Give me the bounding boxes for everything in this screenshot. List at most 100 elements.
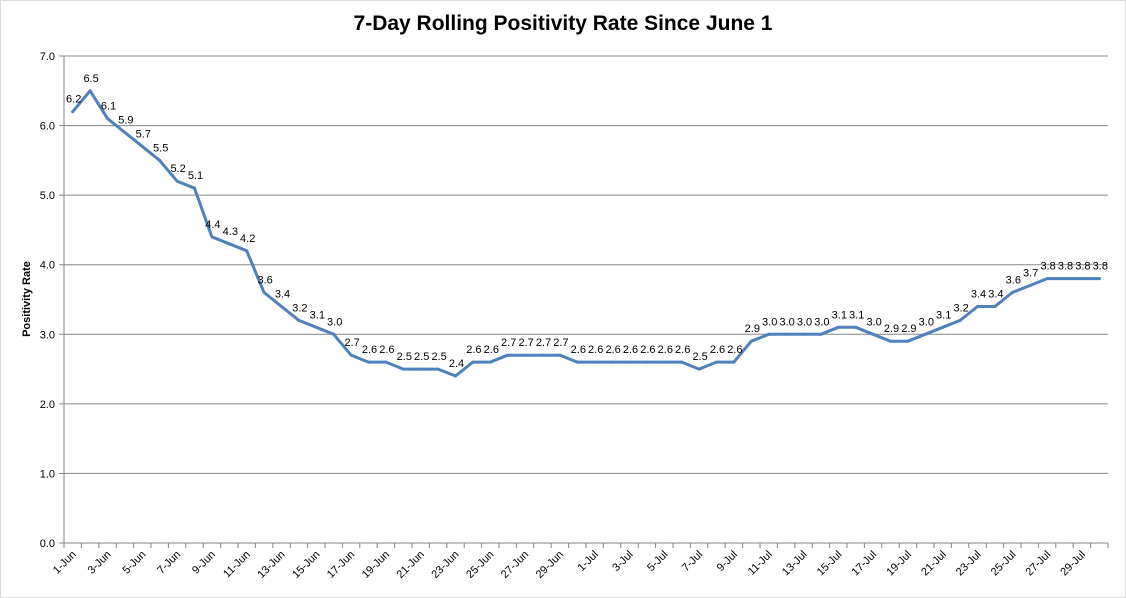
y-tick-label: 6.0 <box>40 121 55 133</box>
data-point <box>349 353 353 357</box>
data-label: 2.6 <box>605 344 620 356</box>
data-label: 2.6 <box>658 344 673 356</box>
data-point <box>923 332 927 336</box>
data-point <box>384 360 388 364</box>
data-label: 2.6 <box>588 344 603 356</box>
data-label: 2.7 <box>553 337 568 349</box>
data-point <box>140 144 144 148</box>
data-label: 5.7 <box>136 128 151 140</box>
data-point <box>506 353 510 357</box>
data-point <box>1097 277 1101 281</box>
x-tick-label: 17-Jul <box>850 549 880 579</box>
data-label: 4.4 <box>205 219 220 231</box>
data-point <box>575 360 579 364</box>
data-point <box>1063 277 1066 281</box>
data-label: 2.6 <box>640 344 655 356</box>
x-tick-label: 25-Jun <box>464 549 496 581</box>
data-label: 5.9 <box>118 115 133 127</box>
data-label: 2.7 <box>536 337 551 349</box>
data-point <box>767 332 771 336</box>
data-point <box>106 117 109 121</box>
data-label: 2.6 <box>484 344 499 356</box>
data-point <box>645 360 649 364</box>
data-label: 2.9 <box>901 323 916 335</box>
data-point <box>941 325 945 329</box>
x-tick-label: 13-Jun <box>255 549 287 581</box>
data-label: 5.2 <box>170 163 185 175</box>
data-point <box>123 131 127 135</box>
data-point <box>262 291 266 295</box>
data-label: 3.2 <box>953 302 968 314</box>
x-tick-label: 11-Jul <box>746 549 775 578</box>
data-label: 3.8 <box>1093 261 1108 273</box>
data-point <box>227 242 231 246</box>
x-tick-label: 27-Jul <box>1024 549 1054 579</box>
data-point <box>680 360 684 364</box>
data-point <box>245 249 249 253</box>
y-tick-label: 5.0 <box>40 190 55 202</box>
data-point <box>471 360 475 364</box>
data-point <box>175 179 179 183</box>
data-point <box>889 339 892 343</box>
y-tick-label: 2.0 <box>40 399 55 411</box>
data-label: 4.3 <box>223 226 238 238</box>
data-point <box>71 110 75 114</box>
series-polyline <box>71 89 1101 378</box>
data-point <box>958 318 962 322</box>
x-tick-label: 1-Jul <box>575 549 600 574</box>
x-tick-label: 7-Jul <box>680 549 705 574</box>
data-label: 3.8 <box>1040 261 1055 273</box>
series-line <box>71 89 1101 378</box>
y-axis: 0.0 1.0 2.0 3.0 4.0 5.0 6.0 7.0 <box>40 51 65 550</box>
x-tick-label: 17-Jun <box>325 549 357 581</box>
x-tick-label: 5-Jul <box>645 549 670 574</box>
data-label: 2.6 <box>362 344 377 356</box>
data-label: 2.6 <box>710 344 725 356</box>
data-point <box>488 360 492 364</box>
data-point <box>1010 291 1014 295</box>
x-tick-label: 15-Jun <box>290 549 322 581</box>
data-point <box>976 304 979 308</box>
x-tick-label: 13-Jul <box>780 549 810 579</box>
data-label: 3.6 <box>257 275 272 287</box>
x-tick-label: 19-Jun <box>360 549 392 581</box>
data-label: 3.4 <box>988 288 1003 300</box>
data-point <box>193 186 196 190</box>
data-point <box>523 353 527 357</box>
data-label: 2.9 <box>884 323 899 335</box>
data-label: 2.5 <box>397 351 412 363</box>
data-label: 2.6 <box>466 344 481 356</box>
data-label: 3.1 <box>310 309 325 321</box>
data-point <box>401 367 405 371</box>
data-label: 2.7 <box>501 337 516 349</box>
data-label: 2.9 <box>745 323 760 335</box>
x-tick-label: 29-Jul <box>1058 549 1088 579</box>
data-label: 3.1 <box>936 309 951 321</box>
y-tick-label: 7.0 <box>40 51 55 63</box>
data-label: 2.6 <box>727 344 742 356</box>
data-point <box>819 332 823 336</box>
data-point <box>836 325 840 329</box>
x-tick-label: 9-Jun <box>190 549 218 577</box>
data-labels: 6.26.56.15.95.75.55.25.14.44.34.23.63.43… <box>66 73 1108 370</box>
x-tick-label: 19-Jul <box>884 549 914 579</box>
data-label: 2.7 <box>344 337 359 349</box>
x-tick-label: 27-Jun <box>499 549 531 581</box>
data-point <box>732 360 736 364</box>
x-tick-label: 9-Jul <box>715 549 740 574</box>
data-label: 3.0 <box>866 316 881 328</box>
data-label: 3.0 <box>762 316 777 328</box>
data-point <box>749 339 753 343</box>
data-point <box>158 158 162 162</box>
x-tick-label: 29-Jun <box>534 549 566 581</box>
data-label: 3.0 <box>779 316 794 328</box>
data-label: 2.7 <box>518 337 533 349</box>
x-tick-label: 1-Jun <box>51 549 79 577</box>
y-tick-label: 4.0 <box>40 260 55 272</box>
data-point <box>906 339 910 343</box>
data-label: 3.0 <box>814 316 829 328</box>
y-tick-label: 3.0 <box>40 329 55 341</box>
data-label: 3.1 <box>832 309 847 321</box>
